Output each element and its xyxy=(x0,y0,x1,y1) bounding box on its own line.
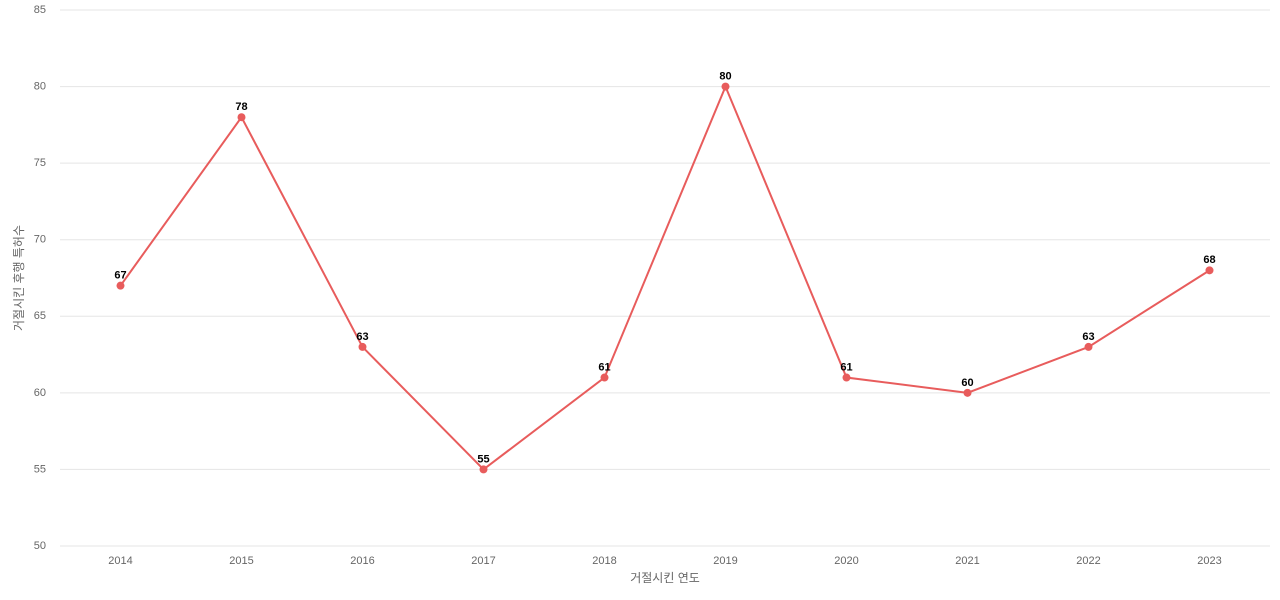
y-tick-label: 70 xyxy=(34,234,46,246)
point xyxy=(600,373,609,382)
y-axis-label: 거절시킨 후행 특허수 xyxy=(11,225,26,331)
data-label: 67 xyxy=(114,270,126,282)
x-tick-label: 2021 xyxy=(955,555,979,567)
line xyxy=(119,83,1211,471)
point xyxy=(842,373,851,382)
point xyxy=(479,465,488,474)
x-tick-label: 2015 xyxy=(229,555,253,567)
data-label: 60 xyxy=(961,377,973,389)
x-tick-label: 2018 xyxy=(592,555,616,567)
x-tick-label: 2014 xyxy=(108,555,132,567)
x-tick-label: 2023 xyxy=(1197,555,1221,567)
data-label: 55 xyxy=(477,453,489,465)
data-label: 78 xyxy=(235,101,247,113)
data-label: 63 xyxy=(1082,331,1094,343)
data-label: 63 xyxy=(356,331,368,343)
point xyxy=(358,342,367,351)
data-label: 68 xyxy=(1203,254,1215,266)
point xyxy=(116,281,125,290)
y-tick-label: 75 xyxy=(34,157,46,169)
x-tick-label: 2019 xyxy=(713,555,737,567)
data-label: 80 xyxy=(719,70,731,82)
point xyxy=(963,388,972,397)
point xyxy=(237,113,246,122)
x-axis-label: 거절시킨 연도 xyxy=(630,571,700,585)
point xyxy=(721,82,730,91)
y-tick-label: 50 xyxy=(34,540,46,552)
y-tick-label: 80 xyxy=(34,80,46,92)
x-tick-label: 2020 xyxy=(834,555,858,567)
data-label: 61 xyxy=(840,361,852,373)
point xyxy=(1084,342,1093,351)
data-label: 61 xyxy=(598,361,610,373)
y-tick-label: 65 xyxy=(34,310,46,322)
y-tick-label: 85 xyxy=(34,4,46,16)
x-tick-label: 2022 xyxy=(1076,555,1100,567)
x-tick-label: 2016 xyxy=(350,555,374,567)
point xyxy=(1205,266,1214,275)
x-tick-label: 2017 xyxy=(471,555,495,567)
y-tick-label: 55 xyxy=(34,463,46,475)
y-tick-label: 60 xyxy=(34,387,46,399)
